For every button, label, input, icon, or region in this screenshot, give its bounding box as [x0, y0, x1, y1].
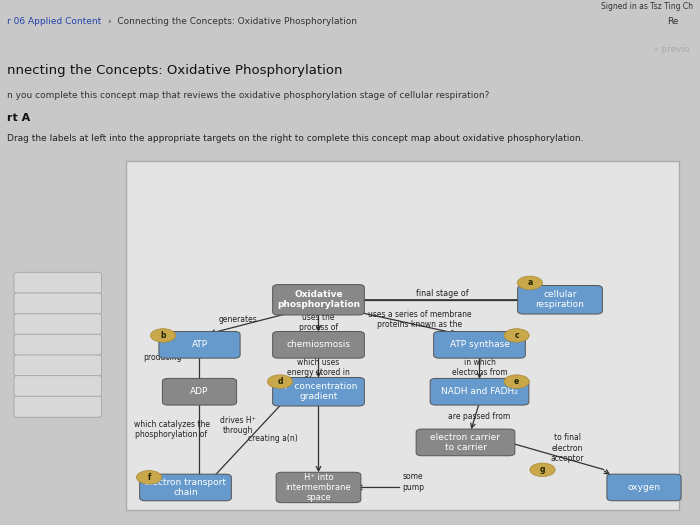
Text: uses a series of membrane
proteins known as the: uses a series of membrane proteins known…: [368, 310, 472, 329]
Text: creating a(n): creating a(n): [248, 434, 298, 443]
FancyBboxPatch shape: [126, 161, 679, 510]
Text: b: b: [160, 331, 166, 340]
FancyBboxPatch shape: [416, 429, 515, 456]
Text: Oxidative
phosphorylation: Oxidative phosphorylation: [277, 290, 360, 309]
Circle shape: [267, 375, 293, 388]
Text: are passed from: are passed from: [449, 412, 510, 421]
Circle shape: [504, 375, 529, 388]
Text: nnecting the Concepts: Oxidative Phosphorylation: nnecting the Concepts: Oxidative Phospho…: [7, 65, 342, 77]
Text: which catalyzes the
phosphorylation of: which catalyzes the phosphorylation of: [134, 419, 209, 439]
Text: f: f: [148, 473, 150, 482]
FancyBboxPatch shape: [162, 379, 237, 405]
FancyBboxPatch shape: [273, 331, 364, 358]
Text: H⁺ into
intermembrane
space: H⁺ into intermembrane space: [286, 472, 351, 502]
Text: « previo: « previo: [652, 45, 690, 55]
Text: oxygen: oxygen: [627, 483, 661, 492]
FancyBboxPatch shape: [14, 355, 101, 376]
Text: Signed in as Tsz Ting Ch: Signed in as Tsz Ting Ch: [601, 2, 693, 11]
Text: uses the
process of: uses the process of: [299, 312, 338, 332]
FancyBboxPatch shape: [159, 331, 240, 358]
Text: ›  Connecting the Concepts: Oxidative Phosphorylation: › Connecting the Concepts: Oxidative Pho…: [108, 17, 358, 26]
FancyBboxPatch shape: [517, 286, 602, 314]
Text: some
pump: some pump: [402, 472, 424, 491]
Text: producing: producing: [144, 353, 182, 362]
Text: cellular
respiration: cellular respiration: [536, 290, 584, 309]
FancyBboxPatch shape: [140, 474, 231, 501]
Circle shape: [136, 470, 162, 484]
Text: final stage of: final stage of: [416, 289, 469, 298]
Text: electron carrier
to carrier: electron carrier to carrier: [430, 433, 500, 452]
Text: Drag the labels at left into the appropriate targets on the right to complete th: Drag the labels at left into the appropr…: [7, 134, 584, 143]
Text: electron transport
chain: electron transport chain: [144, 478, 227, 497]
Text: NADH and FADH₂: NADH and FADH₂: [441, 387, 518, 396]
Text: H⁺ concentration
gradient: H⁺ concentration gradient: [280, 382, 357, 402]
Text: c: c: [514, 331, 519, 340]
Text: drives H⁺
through: drives H⁺ through: [220, 416, 256, 435]
Text: ATP: ATP: [191, 340, 208, 349]
FancyBboxPatch shape: [607, 474, 681, 501]
FancyBboxPatch shape: [276, 472, 361, 502]
Text: r 06 Applied Content: r 06 Applied Content: [7, 17, 101, 26]
Text: d: d: [277, 377, 283, 386]
Text: g: g: [540, 465, 545, 474]
Text: a: a: [527, 278, 533, 287]
Text: generates: generates: [218, 315, 258, 324]
Text: ADP: ADP: [190, 387, 209, 396]
FancyBboxPatch shape: [430, 379, 529, 405]
FancyBboxPatch shape: [14, 313, 101, 334]
FancyBboxPatch shape: [14, 375, 101, 396]
Text: in which
electrons from: in which electrons from: [452, 358, 508, 377]
FancyBboxPatch shape: [14, 272, 101, 293]
FancyBboxPatch shape: [14, 396, 101, 417]
FancyBboxPatch shape: [434, 331, 525, 358]
FancyBboxPatch shape: [14, 293, 101, 314]
Circle shape: [150, 329, 176, 342]
Text: to final
electron
acceptor: to final electron acceptor: [550, 433, 584, 463]
Circle shape: [517, 276, 542, 290]
FancyBboxPatch shape: [273, 285, 364, 315]
Circle shape: [504, 329, 529, 342]
FancyBboxPatch shape: [273, 377, 364, 406]
Circle shape: [530, 463, 555, 477]
Text: rt A: rt A: [7, 113, 30, 123]
Text: n you complete this concept map that reviews the oxidative phosphorylation stage: n you complete this concept map that rev…: [7, 91, 489, 100]
Text: chemiosmosis: chemiosmosis: [286, 340, 351, 349]
FancyBboxPatch shape: [14, 334, 101, 355]
Text: which uses
energy stored in: which uses energy stored in: [287, 358, 350, 377]
Text: Re: Re: [668, 17, 679, 26]
Text: e: e: [514, 377, 519, 386]
Text: ATP synthase: ATP synthase: [449, 340, 510, 349]
